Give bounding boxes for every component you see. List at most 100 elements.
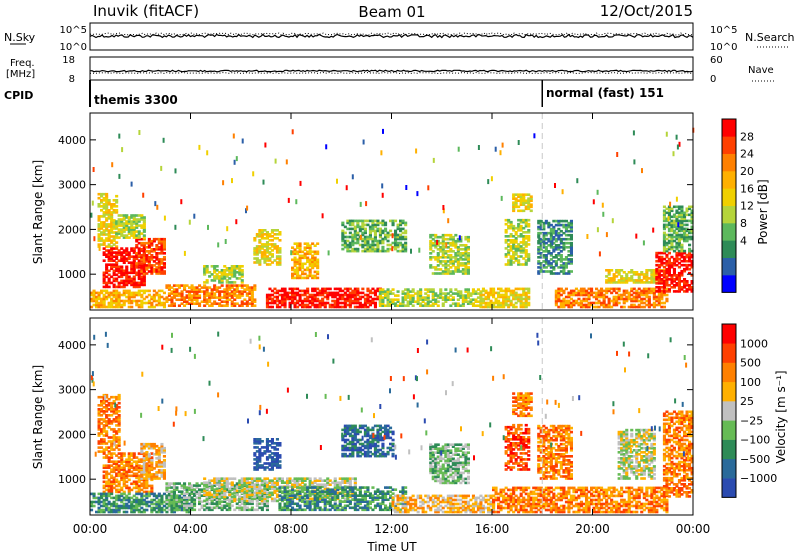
heatmap-cell bbox=[270, 243, 274, 246]
heatmap-cell bbox=[255, 253, 259, 256]
heatmap-cell bbox=[245, 302, 249, 305]
heatmap-cell bbox=[677, 274, 681, 277]
heatmap-cell bbox=[107, 213, 111, 216]
heatmap-cell bbox=[346, 243, 350, 247]
heatmap-cell bbox=[348, 245, 352, 249]
heatmap-cell bbox=[557, 248, 561, 251]
heatmap-cell bbox=[672, 271, 676, 275]
heatmap-cell bbox=[539, 246, 543, 249]
heatmap-cell bbox=[135, 504, 139, 508]
heatmap-cell bbox=[132, 261, 136, 264]
heatmap-cell bbox=[381, 290, 385, 293]
heatmap-cell bbox=[140, 475, 144, 478]
heatmap-cell bbox=[675, 247, 679, 251]
heatmap-cell bbox=[685, 223, 689, 227]
heatmap-cell bbox=[120, 214, 124, 217]
heatmap-cell bbox=[499, 303, 503, 307]
heatmap-cell bbox=[215, 290, 219, 293]
heatmap-cell bbox=[657, 286, 661, 289]
heatmap-cell bbox=[175, 292, 179, 295]
heatmap-cell bbox=[610, 291, 614, 295]
heatmap-cell bbox=[198, 500, 202, 503]
heatmap-cell bbox=[110, 401, 114, 405]
heatmap-cell bbox=[127, 492, 131, 496]
heatmap-cell bbox=[434, 233, 438, 237]
heatmap-cell bbox=[376, 227, 380, 231]
heatmap-cell bbox=[554, 262, 558, 265]
heatmap-cell bbox=[230, 284, 234, 287]
heatmap-cell bbox=[102, 490, 106, 494]
heatmap-cell bbox=[190, 490, 194, 493]
heatmap-cell bbox=[542, 227, 546, 231]
heatmap-cell bbox=[97, 442, 101, 445]
heatmap-cell bbox=[569, 293, 573, 297]
heatmap-cell bbox=[160, 465, 164, 468]
heatmap-cell bbox=[203, 296, 207, 299]
heatmap-cell bbox=[416, 292, 420, 295]
heatmap-cell bbox=[160, 258, 164, 261]
heatmap-cell bbox=[137, 232, 141, 235]
heatmap-cell bbox=[615, 303, 619, 307]
heatmap-cell bbox=[125, 484, 129, 488]
heatmap-cell bbox=[567, 270, 571, 273]
heatmap-cell bbox=[456, 258, 460, 261]
heatmap-cell bbox=[235, 302, 239, 305]
heatmap-cell bbox=[378, 298, 382, 301]
heatmap-cell bbox=[348, 299, 352, 303]
heatmap-cell bbox=[142, 277, 146, 281]
heatmap-cell bbox=[308, 295, 312, 299]
heatmap-cell bbox=[122, 474, 126, 478]
heatmap-cell bbox=[190, 486, 194, 489]
heatmap-cell bbox=[140, 289, 144, 293]
heatmap-cell bbox=[122, 299, 126, 303]
heatmap-cell bbox=[652, 297, 656, 301]
heatmap-cell bbox=[577, 289, 581, 293]
heatmap-cell bbox=[200, 488, 204, 491]
heatmap-cell bbox=[160, 449, 164, 452]
heatmap-cell bbox=[529, 197, 533, 200]
heatmap-cell bbox=[670, 276, 674, 279]
heatmap-cell bbox=[662, 245, 666, 249]
heatmap-cell bbox=[125, 295, 129, 299]
heatmap-cell bbox=[642, 281, 646, 284]
heatmap-cell bbox=[316, 291, 320, 295]
heatmap-cell bbox=[657, 299, 661, 303]
heatmap-cell bbox=[110, 257, 114, 260]
heatmap-cell bbox=[406, 290, 410, 293]
heatmap-cell bbox=[401, 237, 405, 241]
heatmap-cell bbox=[137, 214, 141, 217]
heatmap-cell bbox=[180, 492, 184, 495]
heatmap-cell bbox=[459, 262, 463, 265]
heatmap-cell bbox=[386, 231, 390, 235]
heatmap-cell bbox=[564, 272, 568, 275]
heatmap-cell bbox=[115, 472, 119, 476]
heatmap-cell bbox=[552, 266, 556, 269]
heatmap-cell bbox=[313, 276, 317, 280]
heatmap-cell bbox=[602, 289, 606, 293]
heatmap-cell bbox=[135, 255, 139, 258]
heatmap-cell bbox=[122, 285, 126, 289]
heatmap-cell bbox=[353, 247, 357, 251]
heatmap-cell bbox=[137, 492, 141, 496]
heatmap-cell bbox=[183, 504, 187, 508]
heatmap-cell bbox=[557, 246, 561, 249]
heatmap-cell bbox=[552, 237, 556, 241]
heatmap-cell bbox=[517, 299, 521, 303]
heatmap-cell bbox=[127, 226, 131, 229]
heatmap-cell bbox=[688, 267, 692, 271]
nsky-series bbox=[89, 33, 694, 39]
heatmap-cell bbox=[514, 245, 518, 248]
heatmap-cell bbox=[117, 464, 121, 467]
heatmap-cell bbox=[321, 287, 325, 291]
heatmap-cell bbox=[172, 488, 176, 491]
heatmap-cell bbox=[120, 234, 124, 237]
heatmap-cell bbox=[311, 266, 315, 270]
heatmap-cell bbox=[140, 256, 144, 259]
heatmap-cell bbox=[115, 293, 119, 297]
heatmap-cell bbox=[107, 466, 111, 469]
heatmap-cell bbox=[298, 299, 302, 303]
heatmap-cell bbox=[110, 446, 114, 449]
heatmap-cell bbox=[306, 250, 310, 254]
heatmap-cell bbox=[157, 289, 161, 293]
heatmap-cell bbox=[100, 510, 104, 514]
